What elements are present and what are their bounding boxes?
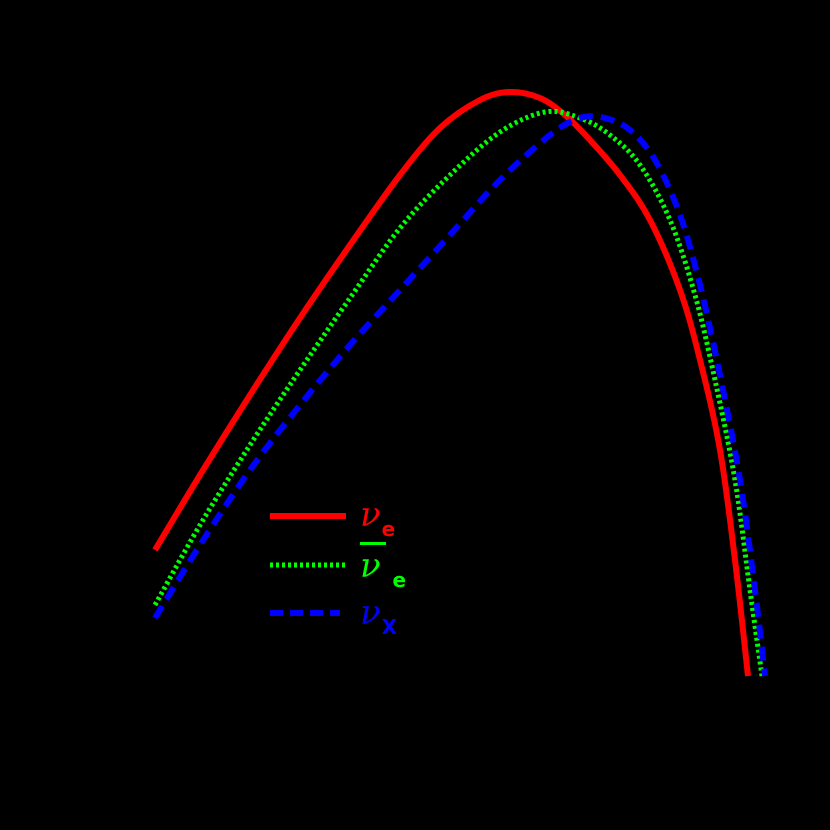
curve-nu-e — [152, 88, 751, 677]
legend-label-nu-x: νX — [360, 593, 397, 637]
legend-label-nu-e: νe — [360, 495, 395, 539]
curve-nu-x — [152, 113, 768, 677]
legend-subscript: e — [381, 517, 396, 541]
legend-subscript: e — [392, 568, 407, 592]
legend — [270, 513, 346, 616]
legend-label-nu-e-bar: ν e — [360, 542, 406, 590]
legend-symbol: ν — [360, 546, 381, 586]
legend-subscript: X — [381, 615, 398, 639]
legend-symbol: ν — [360, 495, 381, 535]
antiparticle-overbar — [360, 542, 386, 545]
legend-symbol: ν — [360, 593, 381, 633]
curve-nu-e-bar — [152, 108, 765, 677]
